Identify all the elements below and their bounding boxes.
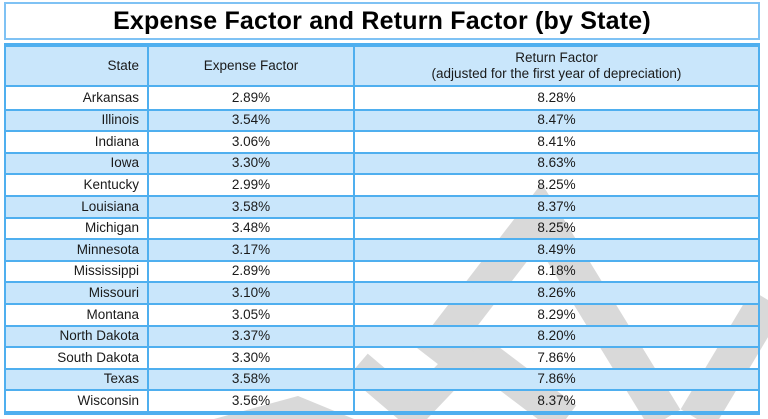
table-row: Minnesota 3.17% 8.49% <box>6 238 758 260</box>
expense-cell: 3.05% <box>149 304 355 325</box>
expense-cell: 3.06% <box>149 132 355 152</box>
return-cell: 8.37% <box>537 198 576 214</box>
state-cell: Iowa <box>6 153 149 174</box>
return-cell: 8.63% <box>537 155 576 171</box>
return-cell: 8.20% <box>537 328 576 344</box>
state-cell: South Dakota <box>6 348 149 368</box>
return-factor-header: Return Factor (adjusted for the first ye… <box>355 47 758 85</box>
expense-cell: 3.56% <box>149 391 355 411</box>
table-row: North Dakota 3.37% 8.20% <box>6 324 758 347</box>
table-row: Indiana 3.06% 8.41% <box>6 130 758 152</box>
table-header-row: State Expense Factor Return Factor (adju… <box>6 47 758 87</box>
state-cell: Minnesota <box>6 240 149 260</box>
state-header: State <box>6 47 149 85</box>
table-row: Arkansas 2.89% 8.28% <box>6 87 758 109</box>
expense-cell: 3.37% <box>149 326 355 347</box>
return-factor-header-line1: Return Factor <box>515 49 598 65</box>
expense-cell: 3.58% <box>149 369 355 390</box>
page-title: Expense Factor and Return Factor (by Sta… <box>113 6 651 35</box>
table-row: Wisconsin 3.56% 8.37% <box>6 389 758 411</box>
expense-cell: 3.10% <box>149 283 355 303</box>
return-cell: 8.26% <box>537 285 576 301</box>
state-cell: Michigan <box>6 218 149 239</box>
return-cell: 8.37% <box>537 393 576 409</box>
table-row: Louisiana 3.58% 8.37% <box>6 194 758 217</box>
expense-cell: 3.17% <box>149 240 355 260</box>
expense-cell: 3.54% <box>149 110 355 131</box>
return-cell: 8.28% <box>537 89 576 105</box>
state-cell: Kentucky <box>6 175 149 195</box>
state-cell: North Dakota <box>6 326 149 347</box>
expense-cell: 3.30% <box>149 348 355 368</box>
title-box: Expense Factor and Return Factor (by Sta… <box>4 2 760 40</box>
return-cell: 7.86% <box>537 371 576 387</box>
expense-cell: 2.89% <box>149 87 355 109</box>
return-cell: 8.47% <box>537 112 576 128</box>
state-cell: Indiana <box>6 132 149 152</box>
state-cell: Illinois <box>6 110 149 131</box>
table-row: Iowa 3.30% 8.63% <box>6 151 758 174</box>
state-factors-table: State Expense Factor Return Factor (adju… <box>4 43 760 415</box>
table-row: Missouri 3.10% 8.26% <box>6 281 758 303</box>
state-cell: Texas <box>6 369 149 390</box>
expense-cell: 3.58% <box>149 196 355 217</box>
state-cell: Montana <box>6 304 149 325</box>
table-row: South Dakota 3.30% 7.86% <box>6 346 758 368</box>
table-row: Mississippi 2.89% 8.18% <box>6 259 758 282</box>
return-cell: 8.49% <box>537 241 576 257</box>
state-cell: Louisiana <box>6 196 149 217</box>
return-cell: 8.41% <box>537 133 576 149</box>
return-cell: 8.25% <box>537 177 576 193</box>
state-cell: Wisconsin <box>6 391 149 411</box>
expense-cell: 2.99% <box>149 175 355 195</box>
return-cell: 7.86% <box>537 349 576 365</box>
expense-cell: 3.30% <box>149 153 355 174</box>
expense-cell: 3.48% <box>149 218 355 239</box>
return-factor-header-line2: (adjusted for the first year of deprecia… <box>431 66 682 81</box>
return-cell: 8.29% <box>537 306 576 322</box>
return-cell: 8.18% <box>537 263 576 279</box>
expense-factor-header: Expense Factor <box>149 47 355 85</box>
table-row: Illinois 3.54% 8.47% <box>6 108 758 131</box>
return-cell: 8.25% <box>537 220 576 236</box>
table-row: Montana 3.05% 8.29% <box>6 302 758 325</box>
table-row: Kentucky 2.99% 8.25% <box>6 173 758 195</box>
state-cell: Mississippi <box>6 261 149 282</box>
table-row: Texas 3.58% 7.86% <box>6 367 758 390</box>
expense-cell: 2.89% <box>149 261 355 282</box>
state-cell: Arkansas <box>6 87 149 109</box>
table-row: Michigan 3.48% 8.25% <box>6 216 758 239</box>
state-cell: Missouri <box>6 283 149 303</box>
